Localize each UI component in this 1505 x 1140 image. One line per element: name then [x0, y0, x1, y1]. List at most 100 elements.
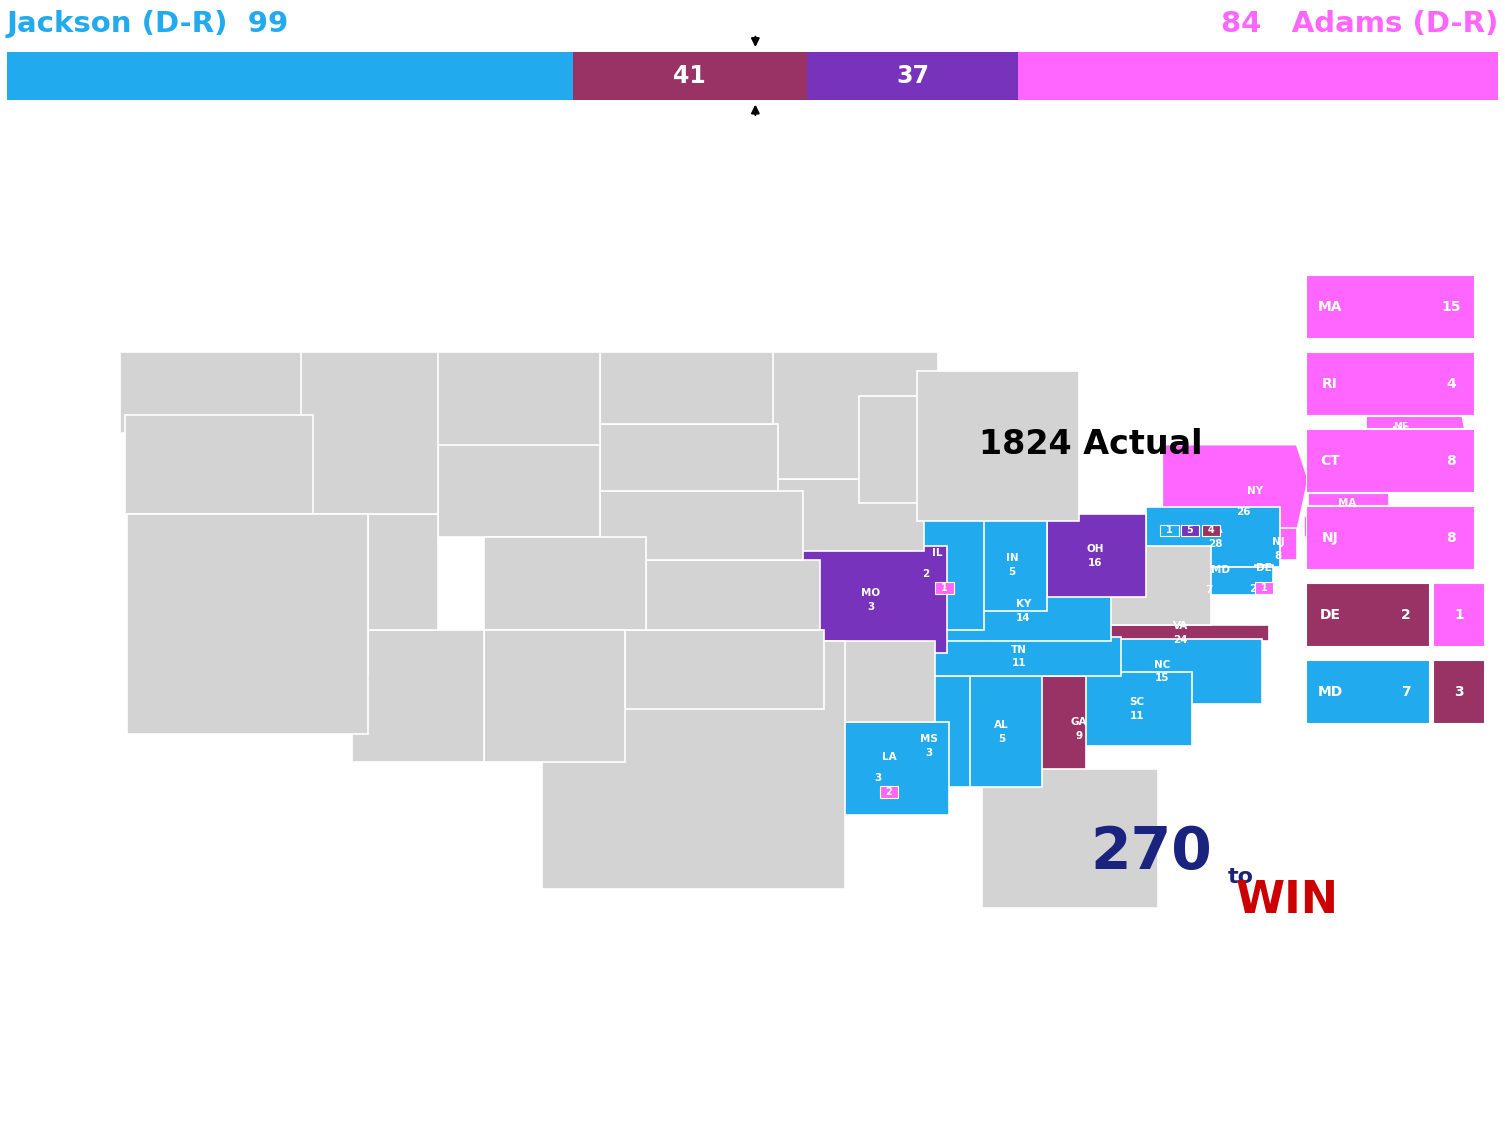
Text: 5: 5: [1008, 567, 1016, 577]
Text: KY: KY: [1016, 600, 1031, 610]
Text: 5: 5: [998, 734, 1005, 743]
Text: 11: 11: [1130, 710, 1144, 720]
Text: CT: CT: [1320, 454, 1339, 469]
Text: IL: IL: [933, 548, 944, 559]
Text: PA: PA: [1209, 526, 1224, 536]
Text: ME: ME: [1394, 422, 1409, 431]
Polygon shape: [1169, 568, 1273, 595]
Bar: [572, 52, 807, 100]
Text: 2: 2: [1249, 585, 1257, 594]
Text: 1824 Actual: 1824 Actual: [980, 429, 1202, 461]
Polygon shape: [1303, 516, 1347, 537]
Polygon shape: [820, 642, 936, 723]
Polygon shape: [125, 415, 313, 514]
Polygon shape: [232, 514, 369, 676]
Polygon shape: [485, 537, 646, 629]
Text: 1: 1: [1261, 584, 1267, 593]
Text: 1: 1: [941, 584, 948, 593]
Polygon shape: [774, 479, 924, 551]
Polygon shape: [1162, 445, 1308, 532]
Polygon shape: [128, 514, 369, 734]
Text: MA: MA: [1318, 300, 1342, 315]
Text: 7: 7: [1401, 685, 1410, 699]
Polygon shape: [438, 445, 599, 537]
Text: GA: GA: [1070, 717, 1087, 727]
Text: 26: 26: [1236, 507, 1251, 516]
Polygon shape: [646, 561, 820, 629]
Text: MD: MD: [1210, 564, 1230, 575]
Text: MD: MD: [1317, 685, 1342, 699]
Text: 3: 3: [926, 748, 932, 758]
Bar: [1306, 660, 1430, 724]
Text: 24: 24: [1174, 635, 1187, 645]
Polygon shape: [1028, 676, 1087, 783]
Polygon shape: [1367, 386, 1470, 456]
Text: RI: RI: [1350, 510, 1362, 519]
Text: 7: 7: [1206, 586, 1213, 595]
Text: VT: VT: [1320, 451, 1333, 461]
Text: 8: 8: [1351, 473, 1358, 481]
Polygon shape: [352, 629, 485, 762]
Text: RI: RI: [1323, 377, 1338, 391]
Polygon shape: [369, 514, 438, 629]
Text: 3: 3: [874, 773, 880, 783]
Text: IN: IN: [1005, 553, 1019, 563]
Text: NC: NC: [1154, 660, 1171, 669]
Text: 7: 7: [1323, 470, 1330, 480]
Text: to: to: [1228, 868, 1254, 887]
Text: OH: OH: [1087, 544, 1105, 554]
Text: 37: 37: [895, 64, 929, 88]
Text: 7: 7: [1323, 465, 1330, 474]
Polygon shape: [599, 424, 778, 491]
Polygon shape: [1345, 512, 1367, 530]
Text: 41: 41: [673, 64, 706, 88]
Text: DE: DE: [1257, 563, 1272, 573]
Text: 1: 1: [1454, 608, 1464, 622]
Bar: [1433, 660, 1485, 724]
Text: TN: TN: [1011, 644, 1026, 654]
Text: 9: 9: [1076, 732, 1082, 741]
Text: ME: ME: [1392, 425, 1410, 435]
Polygon shape: [599, 491, 804, 561]
Polygon shape: [1072, 625, 1269, 642]
Text: 3: 3: [867, 602, 874, 612]
Polygon shape: [1308, 445, 1342, 491]
Text: MA: MA: [1338, 497, 1356, 507]
Polygon shape: [296, 352, 438, 514]
Polygon shape: [891, 503, 984, 629]
Polygon shape: [1332, 445, 1368, 491]
Bar: [1181, 524, 1199, 536]
Text: NH: NH: [1347, 458, 1362, 467]
Polygon shape: [1260, 528, 1297, 561]
Polygon shape: [886, 676, 971, 788]
Text: Jackson (D-R)  99: Jackson (D-R) 99: [8, 10, 289, 38]
Bar: [936, 583, 954, 594]
Text: DE: DE: [1320, 608, 1341, 622]
Polygon shape: [917, 370, 1079, 521]
Bar: [1306, 429, 1475, 492]
Text: 11: 11: [1011, 659, 1026, 668]
Text: NJ: NJ: [1272, 537, 1284, 547]
Text: 2: 2: [923, 569, 930, 579]
Polygon shape: [599, 352, 774, 424]
Text: 9: 9: [1398, 435, 1404, 445]
Text: 4: 4: [1207, 526, 1215, 536]
Text: 15: 15: [1341, 512, 1354, 521]
Polygon shape: [625, 629, 825, 709]
Text: MS: MS: [920, 734, 938, 743]
Text: 16: 16: [1088, 557, 1103, 568]
Bar: [1306, 352, 1475, 416]
Polygon shape: [920, 637, 1121, 676]
Text: 14: 14: [1016, 613, 1031, 624]
Text: NJ: NJ: [1321, 531, 1338, 545]
Text: LA: LA: [882, 752, 897, 763]
Bar: [1255, 583, 1273, 594]
Text: 2: 2: [1401, 608, 1410, 622]
Polygon shape: [1097, 546, 1212, 625]
Polygon shape: [542, 642, 846, 889]
Bar: [1306, 583, 1430, 648]
Polygon shape: [936, 581, 1111, 642]
Polygon shape: [1308, 494, 1389, 526]
Text: 270: 270: [1091, 824, 1212, 881]
Text: 15: 15: [1154, 674, 1169, 684]
